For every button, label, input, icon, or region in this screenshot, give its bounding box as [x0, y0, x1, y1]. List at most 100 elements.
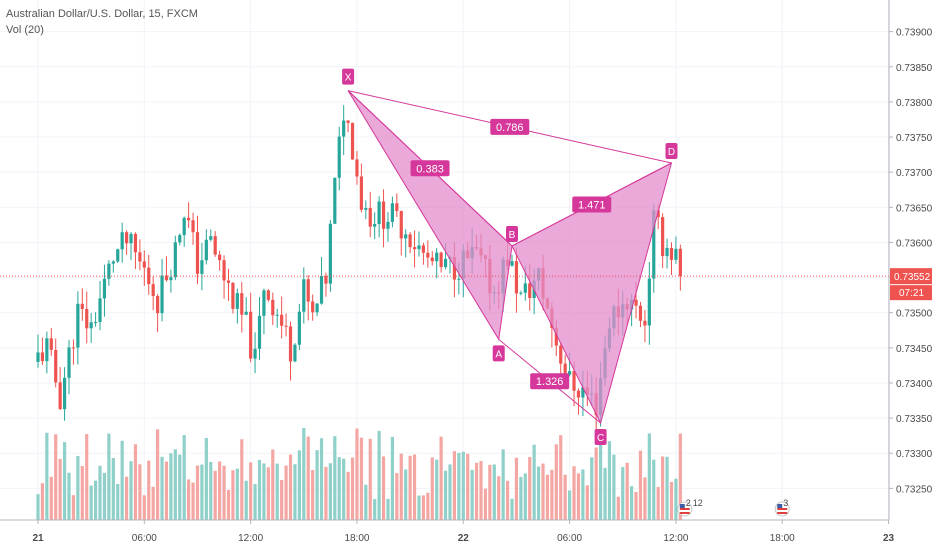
volume-bar [559, 435, 563, 520]
volume-bar [572, 466, 576, 520]
volume-bar [116, 483, 120, 520]
volume-bar [93, 480, 98, 520]
candle-body [652, 210, 656, 279]
volume-bar [40, 483, 45, 520]
volume-bar [54, 434, 58, 520]
volume-bar [647, 433, 651, 520]
candle [102, 264, 107, 317]
candle-body [311, 301, 315, 313]
ratio-value: 1.326 [536, 376, 564, 388]
event-count: 3 [783, 498, 788, 508]
volume-bar [98, 465, 102, 520]
candle-body [342, 120, 346, 137]
volume-bar [346, 471, 350, 520]
candle [257, 296, 262, 360]
candle [142, 250, 146, 286]
volume-bar [497, 476, 501, 520]
volume-bar [621, 467, 625, 520]
candle-body [368, 208, 372, 227]
volume-bar [368, 438, 372, 520]
candle [669, 242, 674, 276]
candle-body [71, 347, 76, 349]
candle [514, 247, 519, 313]
candle-body [235, 293, 239, 309]
candle-body [634, 299, 638, 306]
flag-stripe [777, 508, 788, 510]
candle [71, 339, 76, 365]
volume-bar [541, 463, 545, 520]
candle-body [674, 248, 678, 260]
candle [222, 255, 226, 299]
candle [182, 216, 186, 247]
volume-bar [271, 449, 275, 520]
candle [173, 235, 177, 281]
volume-bar [306, 436, 310, 520]
volume-bar [195, 465, 200, 520]
candle-body [54, 349, 58, 383]
volume-bar [412, 454, 417, 520]
candle [510, 254, 514, 267]
volume-indicator-label: Vol (20) [6, 24, 44, 36]
candle-body [125, 232, 129, 244]
volume-bar [630, 486, 634, 520]
candle [244, 297, 248, 316]
volume-bar [399, 453, 403, 520]
time-tick-label: 06:00 [557, 533, 582, 544]
volume-bar [581, 469, 585, 520]
point-badge [594, 429, 607, 446]
candle-body [111, 261, 115, 264]
volume-bar [76, 456, 80, 520]
volume-bar [452, 451, 457, 520]
candle-body [151, 284, 155, 297]
point-badge [492, 345, 505, 362]
volume-bar [80, 466, 84, 520]
candle [643, 309, 647, 343]
candle [200, 243, 204, 291]
time-tick-label: 22 [458, 533, 470, 544]
volume-bar [674, 478, 678, 520]
economic-event-marker[interactable]: 3 [774, 498, 790, 517]
candle [368, 191, 372, 238]
candle-body [147, 267, 151, 285]
volume-bar [249, 462, 253, 520]
candle-body [142, 261, 146, 268]
candle [333, 177, 337, 224]
volume-bar [328, 463, 332, 520]
volume-bar [89, 485, 93, 520]
candle-body [244, 311, 248, 315]
candle [288, 321, 293, 381]
candle [280, 296, 284, 339]
candle-body [271, 299, 275, 316]
volume-bar [643, 477, 647, 520]
volume-bar [142, 495, 146, 520]
candle-body [120, 232, 124, 250]
volume-bar [364, 484, 368, 520]
volume-bar [178, 454, 182, 520]
time-tick-label: 18:00 [344, 533, 369, 544]
price-tick-label: 0.73350 [896, 414, 932, 425]
volume-bar [501, 449, 505, 520]
flag-canton [777, 504, 783, 508]
volume-bar [426, 492, 430, 520]
countdown-value: 07:21 [899, 288, 924, 299]
candle-body [262, 290, 266, 316]
candle-body [638, 305, 643, 321]
economic-event-marker[interactable]: 2 12 [677, 498, 703, 517]
volume-bar [568, 490, 572, 520]
candle [275, 308, 279, 328]
candle-body [435, 252, 439, 262]
pattern-ratio-label: 0.383 [410, 160, 450, 177]
candle-body [36, 352, 40, 362]
candle [408, 232, 412, 254]
last-price-value: 0.73552 [894, 272, 931, 283]
candle [404, 229, 408, 258]
candle [178, 233, 182, 246]
candle [302, 267, 306, 324]
candle-body [187, 217, 191, 221]
symbol-title: Australian Dollar/U.S. Dollar, 15, FXCM [6, 8, 198, 20]
candle-body [102, 278, 107, 299]
candle-body [568, 371, 572, 375]
candle-body [209, 236, 213, 240]
